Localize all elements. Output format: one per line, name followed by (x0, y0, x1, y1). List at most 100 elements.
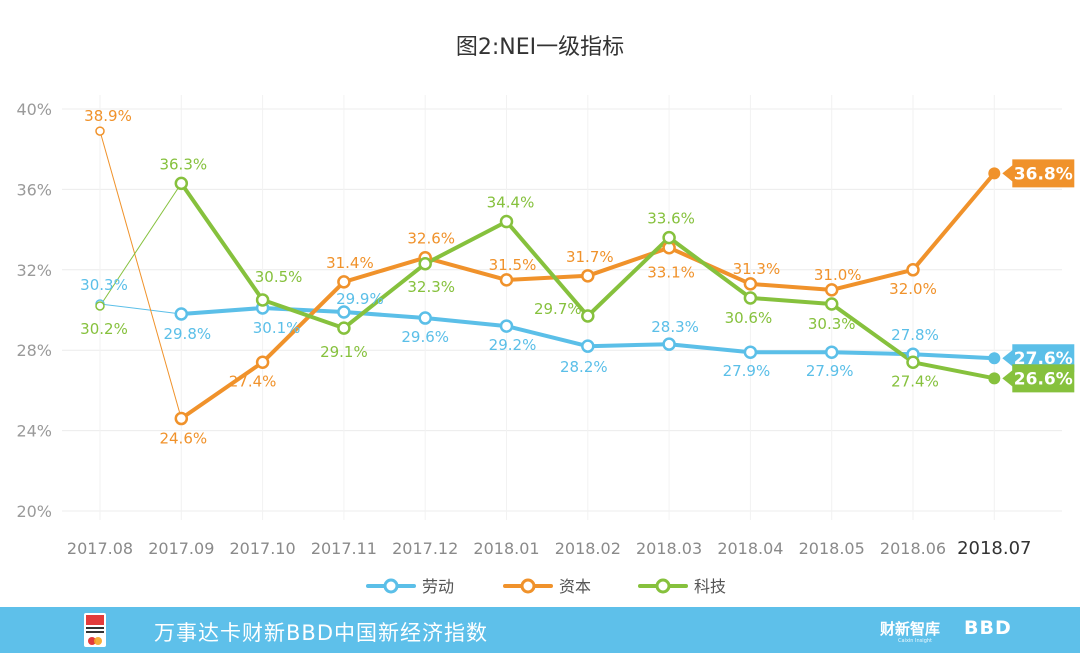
data-point (743, 277, 758, 291)
data-point (662, 230, 676, 245)
x-tick-label: 2017.08 (67, 539, 133, 558)
data-point (988, 167, 1001, 180)
legend-swatch-marker (655, 578, 671, 594)
data-point (743, 345, 758, 359)
footer-bar: 万事达卡财新BBD中国新经济指数 财新智库 Caixin Insight BBD (0, 607, 1080, 653)
point-label: 30.2% (80, 320, 128, 338)
point-label: 34.4% (487, 194, 535, 212)
series-line-2-thin (99, 183, 182, 307)
x-tick-label: 2018.03 (636, 539, 702, 558)
point-label: 31.5% (489, 256, 537, 274)
point-label: 30.3% (80, 276, 128, 294)
end-label: 26.6% (1014, 369, 1073, 389)
point-label: 27.4% (891, 372, 939, 390)
series-line-0-thin (99, 303, 182, 315)
x-tick-label: 2018.06 (880, 539, 946, 558)
point-label: 27.9% (723, 362, 771, 380)
data-point (581, 339, 595, 353)
legend-label: 资本 (559, 577, 591, 596)
bbd-logo: BBD (964, 617, 1012, 639)
chart-title: 图2:NEI一级指标 (456, 35, 624, 60)
x-tick-label: 2018.01 (473, 539, 539, 558)
data-point (418, 311, 432, 325)
data-point (499, 214, 514, 229)
x-tick-label: 2018.04 (717, 539, 783, 558)
data-point (499, 319, 514, 333)
point-label: 29.1% (320, 343, 368, 361)
point-label: 28.2% (560, 358, 608, 376)
x-tick-label: 2017.10 (230, 539, 296, 558)
point-label: 27.8% (891, 326, 939, 344)
point-label: 38.9% (84, 107, 132, 125)
x-tick-label: 2018.02 (555, 539, 621, 558)
point-label: 36.3% (159, 155, 207, 173)
point-labels: 30.3% 29.8% 30.1% 29.9% 29.6% 29.2% 28.2% 28.3%… (80, 107, 939, 447)
point-label: 32.0% (889, 280, 937, 298)
data-point (906, 263, 920, 277)
x-tick-label: 2017.11 (311, 539, 377, 558)
legend-swatch-marker (383, 578, 399, 594)
x-tick-label: 2018.07 (957, 538, 1031, 559)
point-label: 30.5% (255, 268, 303, 286)
end-label: 27.6% (1014, 349, 1073, 369)
x-axis: 2017.08 2017.09 2017.10 2017.11 2017.12 2018.… (67, 538, 1032, 559)
data-point (174, 411, 189, 426)
x-tick-label: 2017.09 (148, 539, 214, 558)
legend-label: 劳动 (422, 577, 454, 596)
data-point (988, 372, 1001, 385)
data-point (337, 305, 351, 319)
data-point (255, 293, 270, 307)
legend: 劳动 资本 科技 (366, 577, 726, 596)
y-tick-label: 20% (16, 502, 52, 521)
series-line-1-thin (99, 130, 182, 419)
data-point (824, 297, 839, 311)
point-label: 33.6% (647, 210, 695, 228)
data-point (499, 273, 514, 287)
data-point (824, 283, 839, 297)
y-tick-label: 40% (16, 100, 52, 119)
data-point (906, 355, 920, 370)
end-label: 36.8% (1014, 164, 1073, 184)
footer-title: 万事达卡财新BBD中国新经济指数 (154, 621, 488, 645)
chart: 图2:NEI一级指标 20% 24% 28% 32% 36% 40% 2017.08 201… (16, 35, 1075, 596)
data-point (337, 321, 351, 335)
data-point (174, 307, 189, 321)
point-label: 29.8% (163, 325, 211, 343)
data-point (743, 291, 758, 305)
point-label: 29.9% (336, 290, 384, 308)
y-tick-label: 28% (16, 341, 52, 360)
data-point (337, 275, 351, 289)
data-point (255, 355, 270, 370)
point-label: 32.3% (407, 278, 455, 296)
grid (62, 95, 1062, 520)
y-tick-label: 32% (16, 261, 52, 280)
data-point (418, 257, 432, 271)
data-point (988, 352, 1001, 365)
point-label: 31.7% (566, 248, 614, 266)
data-point (824, 345, 839, 359)
x-tick-label: 2018.05 (799, 539, 865, 558)
y-tick-label: 36% (16, 180, 52, 199)
end-label-box (1002, 159, 1075, 188)
data-point (662, 337, 676, 351)
point-label: 32.6% (407, 230, 455, 248)
data-point (581, 269, 595, 283)
data-point (174, 176, 189, 191)
y-tick-label: 24% (16, 422, 52, 441)
legend-swatch-marker (520, 578, 536, 594)
point-label: 27.9% (806, 362, 854, 380)
point-label: 31.0% (814, 266, 862, 284)
point-label: 33.1% (647, 264, 695, 282)
y-axis: 20% 24% 28% 32% 36% 40% (16, 100, 52, 521)
point-label: 30.6% (725, 309, 773, 327)
end-label-box (1002, 364, 1075, 393)
caixin-insight-logo: 财新智库 (880, 620, 941, 638)
data-point (581, 309, 595, 323)
end-labels: 27.6% 36.8% 26.6% (1002, 159, 1075, 393)
point-label: 24.6% (159, 430, 207, 448)
caixin-insight-subtitle: Caixin Insight (898, 638, 932, 644)
point-label: 28.3% (651, 318, 699, 336)
point-label: 30.1% (253, 319, 301, 337)
point-label: 30.3% (808, 315, 856, 333)
nei-logo-icon (84, 613, 106, 647)
